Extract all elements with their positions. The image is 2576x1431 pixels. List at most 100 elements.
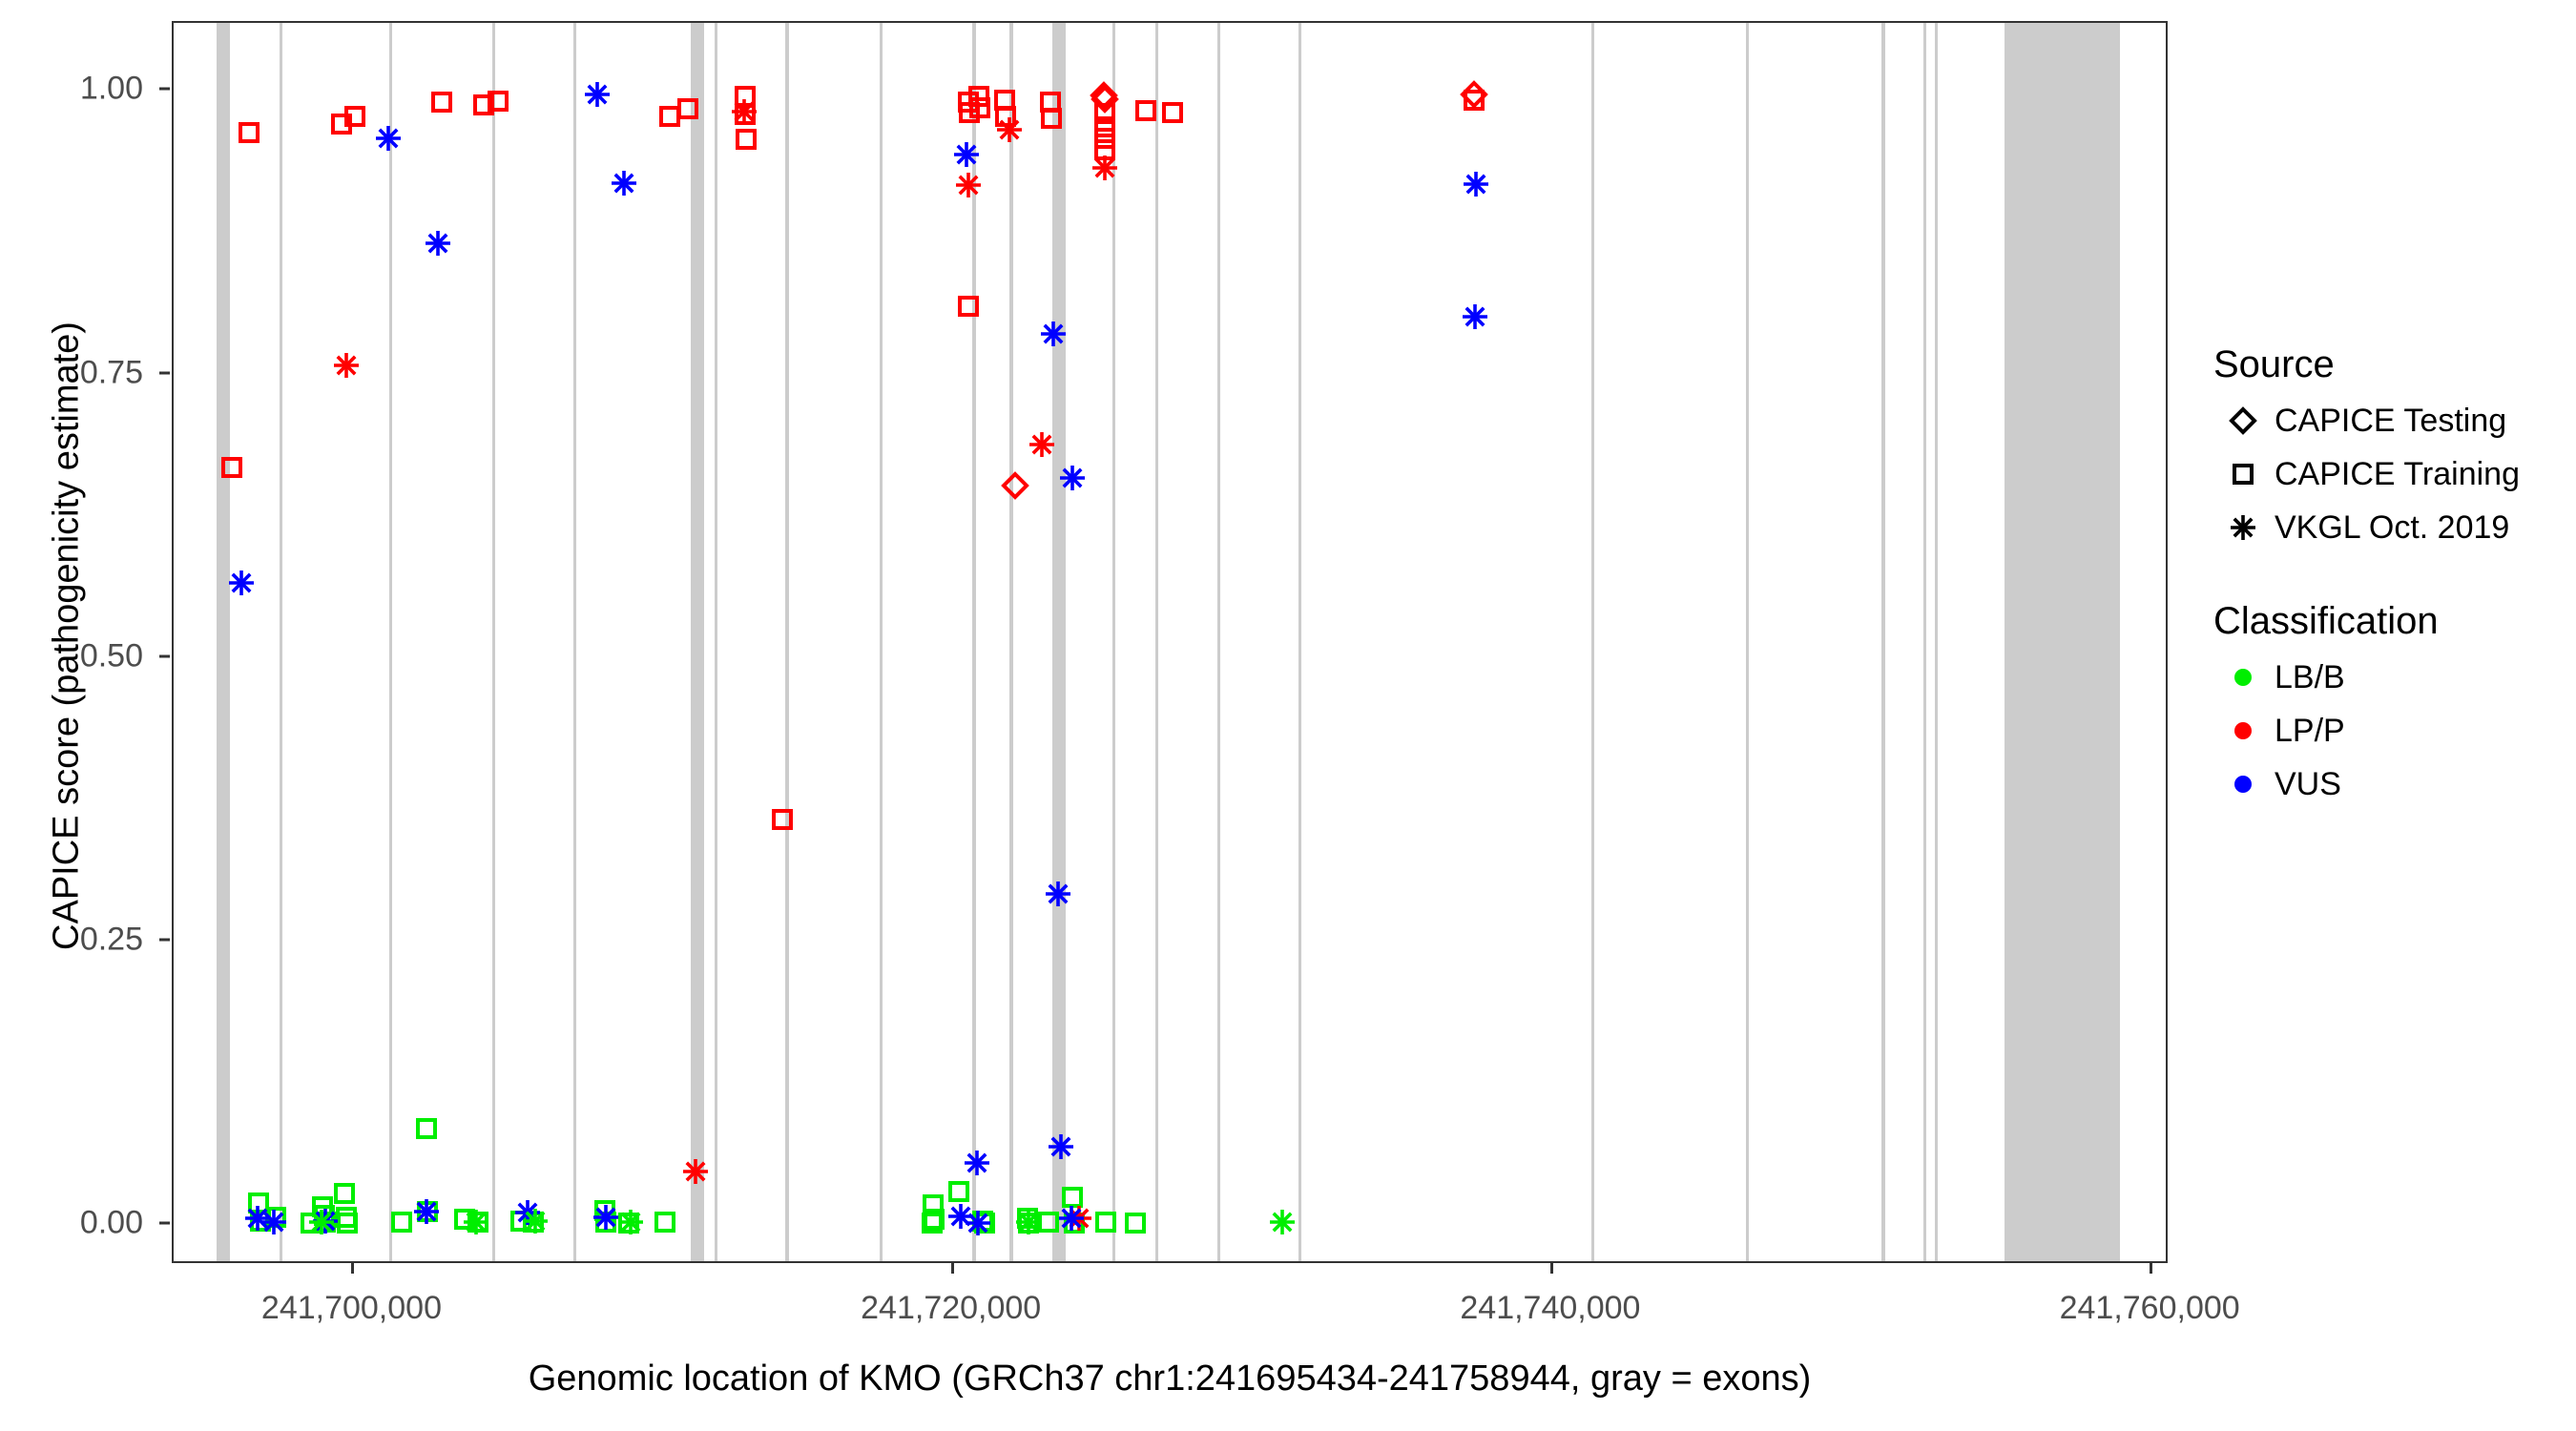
y-tick-mark xyxy=(159,938,170,942)
data-point xyxy=(964,1209,992,1237)
x-tick-mark xyxy=(2150,1263,2153,1274)
legend-classification-item-2-icon xyxy=(2212,770,2275,798)
legend-source-item-2[interactable]: VKGL Oct. 2019 xyxy=(2212,501,2576,554)
data-point xyxy=(592,1203,620,1232)
y-tick-mark xyxy=(159,654,170,658)
data-point xyxy=(1001,471,1030,500)
data-point xyxy=(966,93,994,122)
data-point xyxy=(521,1207,550,1235)
data-point xyxy=(427,88,456,116)
exon-band xyxy=(217,23,230,1261)
x-tick-mark xyxy=(1549,1263,1553,1274)
y-tick-mark xyxy=(159,87,170,91)
y-tick-label: 0.00 xyxy=(79,1204,143,1241)
data-point xyxy=(945,1177,973,1206)
y-axis-title: CAPICE score (pathogenicity estimate) xyxy=(46,321,87,950)
exon-band xyxy=(972,23,976,1261)
legend-classification-item-2[interactable]: VUS xyxy=(2212,757,2576,811)
data-point xyxy=(990,86,1019,114)
data-point xyxy=(1268,1208,1297,1236)
data-point xyxy=(1460,86,1488,114)
data-point xyxy=(731,82,759,111)
legend-source-item-0[interactable]: CAPICE Testing xyxy=(2212,394,2576,447)
legend-source-item-2-label: VKGL Oct. 2019 xyxy=(2275,508,2510,546)
data-point xyxy=(955,98,984,127)
data-point xyxy=(919,1191,947,1219)
legend-source-item-0-icon xyxy=(2212,406,2275,435)
data-point xyxy=(954,292,983,321)
data-point xyxy=(412,1114,441,1143)
legend-classification-item-0-label: LB/B xyxy=(2275,658,2345,695)
exon-band xyxy=(1934,23,1938,1261)
data-point xyxy=(246,1207,275,1235)
data-point xyxy=(307,1208,336,1236)
x-tick-mark xyxy=(950,1263,954,1274)
data-point xyxy=(260,1208,288,1236)
exon-band xyxy=(880,23,883,1261)
x-axis-title: Genomic location of KMO (GRCh37 chr1:241… xyxy=(528,1358,1812,1399)
data-point xyxy=(464,1208,492,1236)
y-tick-label: 0.75 xyxy=(79,354,143,391)
legend-source-item-1-label: CAPICE Training xyxy=(2275,455,2520,492)
legend-classification-item-0-icon xyxy=(2212,663,2275,692)
exon-band xyxy=(388,23,392,1261)
exon-band xyxy=(1112,23,1116,1261)
exon-band xyxy=(1298,23,1301,1261)
exon-band xyxy=(1745,23,1749,1261)
x-tick-label: 241,700,000 xyxy=(260,1290,442,1326)
data-point xyxy=(592,1208,620,1236)
exon-band xyxy=(280,23,283,1261)
data-point xyxy=(311,1208,340,1236)
exon-band xyxy=(1155,23,1159,1261)
exon-band xyxy=(1922,23,1926,1261)
legend-classification-item-0[interactable]: LB/B xyxy=(2212,651,2576,704)
data-point xyxy=(484,87,512,115)
data-point xyxy=(920,1205,948,1234)
data-point xyxy=(954,88,983,116)
data-point xyxy=(991,102,1020,131)
legend-group-classification: Classification LB/B LP/P VUS xyxy=(2212,600,2576,811)
exon-band xyxy=(691,23,704,1261)
data-point xyxy=(333,1209,362,1237)
data-point xyxy=(297,1209,325,1237)
data-point xyxy=(462,1208,490,1236)
data-point xyxy=(591,1196,619,1225)
data-point xyxy=(768,805,797,834)
data-point xyxy=(1014,1209,1043,1237)
legend-title-classification: Classification xyxy=(2213,600,2439,642)
exon-band xyxy=(572,23,576,1261)
data-point xyxy=(413,1197,442,1226)
data-point xyxy=(610,169,638,197)
data-point xyxy=(311,1207,340,1235)
legend: Source CAPICE Testing CAPICE Training VKGL… xyxy=(2212,343,2576,857)
legend-classification-item-1[interactable]: LP/P xyxy=(2212,704,2576,757)
legend-source-item-1-icon xyxy=(2212,460,2275,488)
data-point xyxy=(918,1209,946,1237)
data-point xyxy=(583,80,612,109)
data-point xyxy=(1158,98,1187,127)
legend-title-source: Source xyxy=(2213,343,2335,385)
data-point xyxy=(614,1209,643,1237)
data-point xyxy=(1013,1204,1042,1233)
exon-band xyxy=(1009,23,1013,1261)
data-point xyxy=(732,125,760,154)
data-point xyxy=(731,100,759,129)
exon-band xyxy=(2005,23,2120,1261)
data-point xyxy=(235,118,263,147)
data-point xyxy=(310,1201,339,1230)
data-point xyxy=(655,102,684,131)
data-point xyxy=(308,1192,337,1221)
data-point xyxy=(244,1189,273,1217)
data-point xyxy=(412,1197,441,1226)
y-tick-label: 1.00 xyxy=(79,70,143,107)
legend-classification-item-1-icon xyxy=(2212,716,2275,745)
y-tick-mark xyxy=(159,371,170,375)
legend-classification-items: LB/B LP/P VUS xyxy=(2212,651,2576,811)
data-point xyxy=(963,1149,991,1177)
data-point xyxy=(332,1203,361,1232)
legend-source-item-1[interactable]: CAPICE Training xyxy=(2212,447,2576,501)
y-tick-mark xyxy=(159,1221,170,1225)
data-point xyxy=(1462,170,1490,198)
data-point xyxy=(227,569,256,597)
